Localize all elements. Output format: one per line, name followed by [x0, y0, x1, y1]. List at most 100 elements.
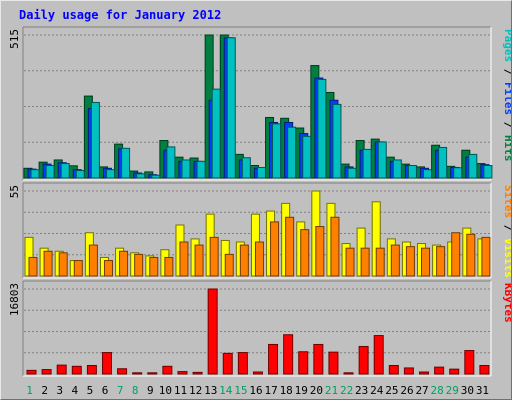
- bar-kbytes-day-20: [313, 343, 324, 375]
- bar-kbytes-day-2: [41, 369, 52, 375]
- bar-kbytes-day-14: [222, 352, 233, 375]
- bar-kbytes-day-1: [26, 369, 37, 375]
- x-tick-label-3: 3: [56, 384, 63, 397]
- bar-kbytes-day-15: [237, 352, 248, 375]
- bar-kbytes-day-11: [177, 371, 188, 375]
- bar-sites-day-21: [330, 216, 340, 277]
- bar-sites-day-8: [134, 253, 144, 277]
- bar-sites-day-12: [194, 244, 204, 277]
- bar-kbytes-day-26: [403, 367, 414, 375]
- bar-sites-day-28: [436, 246, 446, 277]
- bar-pages-day-24: [377, 141, 387, 179]
- x-tick-label-28: 28: [431, 384, 444, 397]
- bar-pages-day-11: [181, 159, 191, 179]
- bar-kbytes-day-21: [328, 351, 339, 375]
- bar-kbytes-day-27: [419, 371, 430, 375]
- bar-sites-day-6: [103, 260, 113, 277]
- bar-sites-day-14: [224, 253, 234, 277]
- legend-item-kbytes: KBytes: [502, 283, 511, 323]
- panel-background: [23, 27, 491, 180]
- x-tick-label-2: 2: [41, 384, 48, 397]
- bar-kbytes-day-5: [86, 365, 97, 375]
- bar-pages-day-14: [226, 37, 236, 179]
- bar-sites-day-27: [421, 247, 431, 277]
- legend-item-sites: Sites: [502, 185, 511, 218]
- x-tick-label-13: 13: [204, 384, 217, 397]
- legend-kbytes: KBytes: [502, 283, 511, 323]
- bar-pages-day-8: [136, 173, 146, 179]
- panel-background: [23, 281, 491, 376]
- bar-sites-day-5: [88, 244, 98, 277]
- x-tick-label-14: 14: [219, 384, 233, 397]
- bar-sites-day-25: [390, 244, 400, 277]
- bar-pages-day-22: [347, 167, 357, 179]
- bar-sites-day-11: [179, 241, 189, 277]
- bar-pages-day-30: [468, 153, 478, 179]
- bar-kbytes-day-17: [268, 343, 279, 375]
- y-max-label: 515: [8, 29, 21, 49]
- bar-kbytes-day-9: [147, 372, 158, 375]
- bar-kbytes-day-24: [373, 335, 384, 375]
- chart-panels: 515 Pages / Files / Hits 55 Sites / Visits 1…: [8, 26, 511, 377]
- bar-kbytes-day-13: [207, 288, 218, 375]
- legend-item-sep1: /: [502, 218, 511, 238]
- bar-pages-day-29: [453, 167, 463, 179]
- bar-sites-day-20: [315, 226, 325, 277]
- x-tick-label-20: 20: [310, 384, 323, 397]
- y-max-label: 55: [8, 185, 21, 198]
- bar-sites-day-29: [451, 232, 461, 277]
- x-tick-label-1: 1: [26, 384, 33, 397]
- bar-sites-day-9: [149, 256, 159, 277]
- bar-pages-day-23: [362, 148, 372, 179]
- bar-pages-day-5: [90, 101, 100, 179]
- x-tick-label-8: 8: [132, 384, 139, 397]
- panel-kbytes: 16803 KBytes: [8, 280, 511, 377]
- bar-sites-day-13: [209, 236, 219, 277]
- bar-sites-day-23: [360, 247, 370, 277]
- chart-title: Daily usage for January 2012: [19, 8, 221, 22]
- bar-pages-day-25: [392, 159, 402, 179]
- x-tick-label-12: 12: [189, 384, 202, 397]
- x-tick-label-21: 21: [325, 384, 338, 397]
- bar-kbytes-day-8: [132, 372, 143, 375]
- bar-pages-day-20: [317, 78, 327, 179]
- bar-pages-day-13: [211, 88, 221, 179]
- bar-sites-day-3: [58, 252, 68, 277]
- y-max-label: 16803: [8, 283, 21, 316]
- bar-kbytes-day-30: [464, 350, 475, 375]
- bar-sites-day-26: [405, 246, 415, 277]
- bar-sites-day-1: [28, 256, 38, 277]
- legend-item-visits: Visits: [502, 238, 511, 278]
- bar-pages-day-18: [287, 126, 297, 179]
- x-tick-label-25: 25: [385, 384, 398, 397]
- bar-kbytes-day-3: [56, 364, 67, 375]
- bar-sites-day-7: [119, 250, 129, 277]
- bar-sites-day-4: [73, 260, 83, 277]
- x-tick-label-6: 6: [102, 384, 109, 397]
- bar-pages-day-3: [60, 163, 70, 179]
- bar-pages-day-15: [241, 157, 251, 179]
- x-tick-label-22: 22: [340, 384, 353, 397]
- bar-pages-day-16: [256, 166, 266, 179]
- x-tick-label-15: 15: [234, 384, 247, 397]
- x-tick-label-27: 27: [415, 384, 428, 397]
- series-sites: [28, 216, 491, 277]
- x-tick-label-5: 5: [87, 384, 94, 397]
- x-tick-label-4: 4: [72, 384, 79, 397]
- bar-pages-day-12: [196, 160, 206, 179]
- legend-item-hits: Hits: [502, 135, 511, 162]
- bar-kbytes-day-6: [101, 352, 112, 375]
- bar-kbytes-day-10: [162, 365, 173, 375]
- bar-kbytes-day-28: [434, 366, 445, 375]
- x-tick-label-23: 23: [355, 384, 368, 397]
- bar-kbytes-day-31: [479, 365, 490, 375]
- bar-sites-day-30: [466, 233, 476, 277]
- bar-kbytes-day-18: [283, 334, 294, 375]
- bar-kbytes-day-22: [343, 372, 354, 375]
- panel-hits-files-pages: 515 Pages / Files / Hits: [8, 26, 511, 181]
- bar-pages-day-10: [166, 146, 176, 179]
- bar-pages-day-7: [121, 147, 131, 179]
- bar-sites-day-24: [375, 247, 385, 277]
- bar-kbytes-day-12: [192, 371, 203, 375]
